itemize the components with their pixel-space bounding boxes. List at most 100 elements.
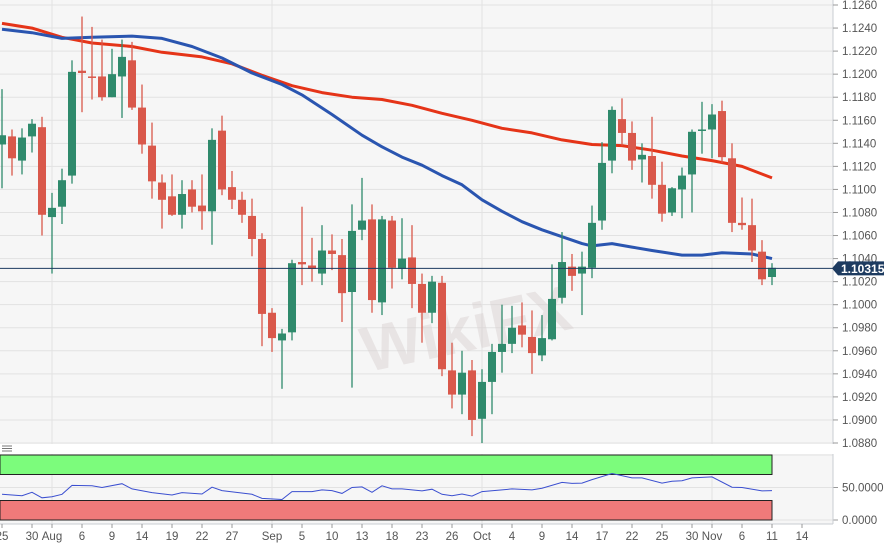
- price-tick-label: 1.1180: [842, 92, 876, 104]
- current-price-tag-bg: [832, 261, 884, 276]
- candle-bullish: [598, 142, 606, 230]
- candle-body: [78, 70, 86, 74]
- candles: [0, 16, 776, 443]
- candle-body: [208, 139, 216, 212]
- candle-bullish: [478, 369, 486, 443]
- candle-body: [748, 225, 756, 251]
- candle-bearish: [148, 122, 156, 199]
- rsi-overbought-zone: [0, 454, 773, 475]
- candle-bearish: [418, 273, 426, 343]
- date-tick-label: 30: [686, 531, 699, 543]
- price-tick-label: 1.1200: [842, 69, 877, 81]
- candle-bearish: [328, 234, 336, 271]
- candle-body: [58, 180, 66, 207]
- date-tick-label: Sep: [262, 531, 282, 543]
- candle-bearish: [388, 215, 396, 289]
- candle-body: [338, 255, 346, 294]
- date-tick-label: 23: [416, 531, 429, 543]
- candle-body: [678, 175, 686, 190]
- candle-body: [128, 60, 136, 108]
- date-tick-label: Aug: [42, 531, 62, 543]
- price-tick-label: 1.1240: [842, 23, 877, 35]
- candle-body: [158, 182, 166, 200]
- candle-bearish: [98, 39, 106, 101]
- candle-bullish: [18, 128, 26, 175]
- candle-body: [548, 298, 556, 340]
- candle-bullish: [208, 128, 216, 245]
- candle-bullish: [588, 205, 596, 279]
- candle-bullish: [378, 215, 386, 316]
- candle-bullish: [578, 251, 586, 316]
- candle-bullish: [488, 343, 496, 415]
- candle-body: [718, 111, 726, 158]
- price-tick-label: 1.0960: [842, 346, 877, 358]
- candle-body: [558, 262, 566, 298]
- date-tick-label: 22: [626, 531, 639, 543]
- candle-body: [148, 145, 156, 182]
- candle-bullish: [108, 48, 116, 98]
- candle-bullish: [28, 119, 36, 153]
- price-tick-label: 1.1140: [842, 138, 876, 150]
- moving-average-blue-line: [1, 27, 773, 261]
- candle-bearish: [88, 26, 96, 100]
- candle-bearish: [758, 240, 766, 286]
- price-tick-label: 1.0900: [842, 415, 877, 427]
- price-tick-label: 1.1160: [842, 115, 876, 127]
- candle-body: [738, 222, 746, 226]
- candle-bearish: [298, 206, 306, 286]
- candle-body: [708, 114, 716, 130]
- candle-body: [468, 370, 476, 420]
- candle-bearish: [38, 116, 46, 236]
- panel-resize-handle[interactable]: [2, 445, 12, 452]
- candle-body: [458, 372, 466, 395]
- price-tick-label: 1.0980: [842, 323, 877, 335]
- candle-body: [328, 250, 336, 254]
- current-price-label: 1.10315: [841, 262, 885, 276]
- candle-bearish: [248, 198, 256, 257]
- date-tick-label: 10: [326, 531, 339, 543]
- candle-body: [8, 136, 16, 159]
- candle-body: [358, 220, 366, 230]
- price-tick-label: 1.0920: [842, 392, 877, 404]
- candle-body: [688, 131, 696, 175]
- candle-body: [38, 127, 46, 215]
- date-tick-label: 22: [196, 531, 209, 543]
- candle-body: [668, 188, 676, 213]
- price-tick-label: 1.0880: [842, 438, 877, 450]
- candle-body: [248, 215, 256, 239]
- date-tick-label: Oct: [473, 531, 492, 543]
- candle-body: [608, 109, 616, 161]
- candle-bearish: [408, 225, 416, 309]
- moving-averages: [1, 21, 773, 261]
- candle-bearish: [738, 197, 746, 230]
- candle-body: [388, 220, 396, 268]
- candle-body: [438, 282, 446, 370]
- price-tick-label: 1.1080: [842, 207, 877, 219]
- candle-body: [48, 207, 56, 218]
- candle-body: [98, 76, 106, 98]
- candle-bullish: [558, 232, 566, 304]
- candle-body: [478, 381, 486, 419]
- date-tick-label: 14: [796, 531, 809, 543]
- candle-body: [638, 154, 646, 160]
- price-tick-label: 1.1100: [842, 184, 876, 196]
- rsi-oversold-zone: [0, 500, 773, 521]
- candle-bullish: [608, 106, 616, 174]
- candle-bullish: [548, 264, 556, 341]
- candle-bearish: [628, 121, 636, 170]
- date-tick-label: 6: [79, 531, 85, 543]
- candle-body: [578, 266, 586, 274]
- candle-bearish: [308, 237, 316, 282]
- candle-body: [588, 222, 596, 268]
- candle-bullish: [428, 275, 436, 324]
- candle-bullish: [58, 168, 66, 224]
- rsi-line: [1, 472, 773, 501]
- rsi-tick-label: 50.0000: [842, 483, 884, 495]
- date-tick-label: 26: [446, 531, 459, 543]
- candle-body: [88, 76, 96, 78]
- candle-body: [188, 189, 196, 207]
- candle-bearish: [518, 302, 526, 348]
- date-tick-label: 14: [566, 531, 579, 543]
- date-tick-label: 17: [596, 531, 609, 543]
- candle-body: [118, 56, 126, 77]
